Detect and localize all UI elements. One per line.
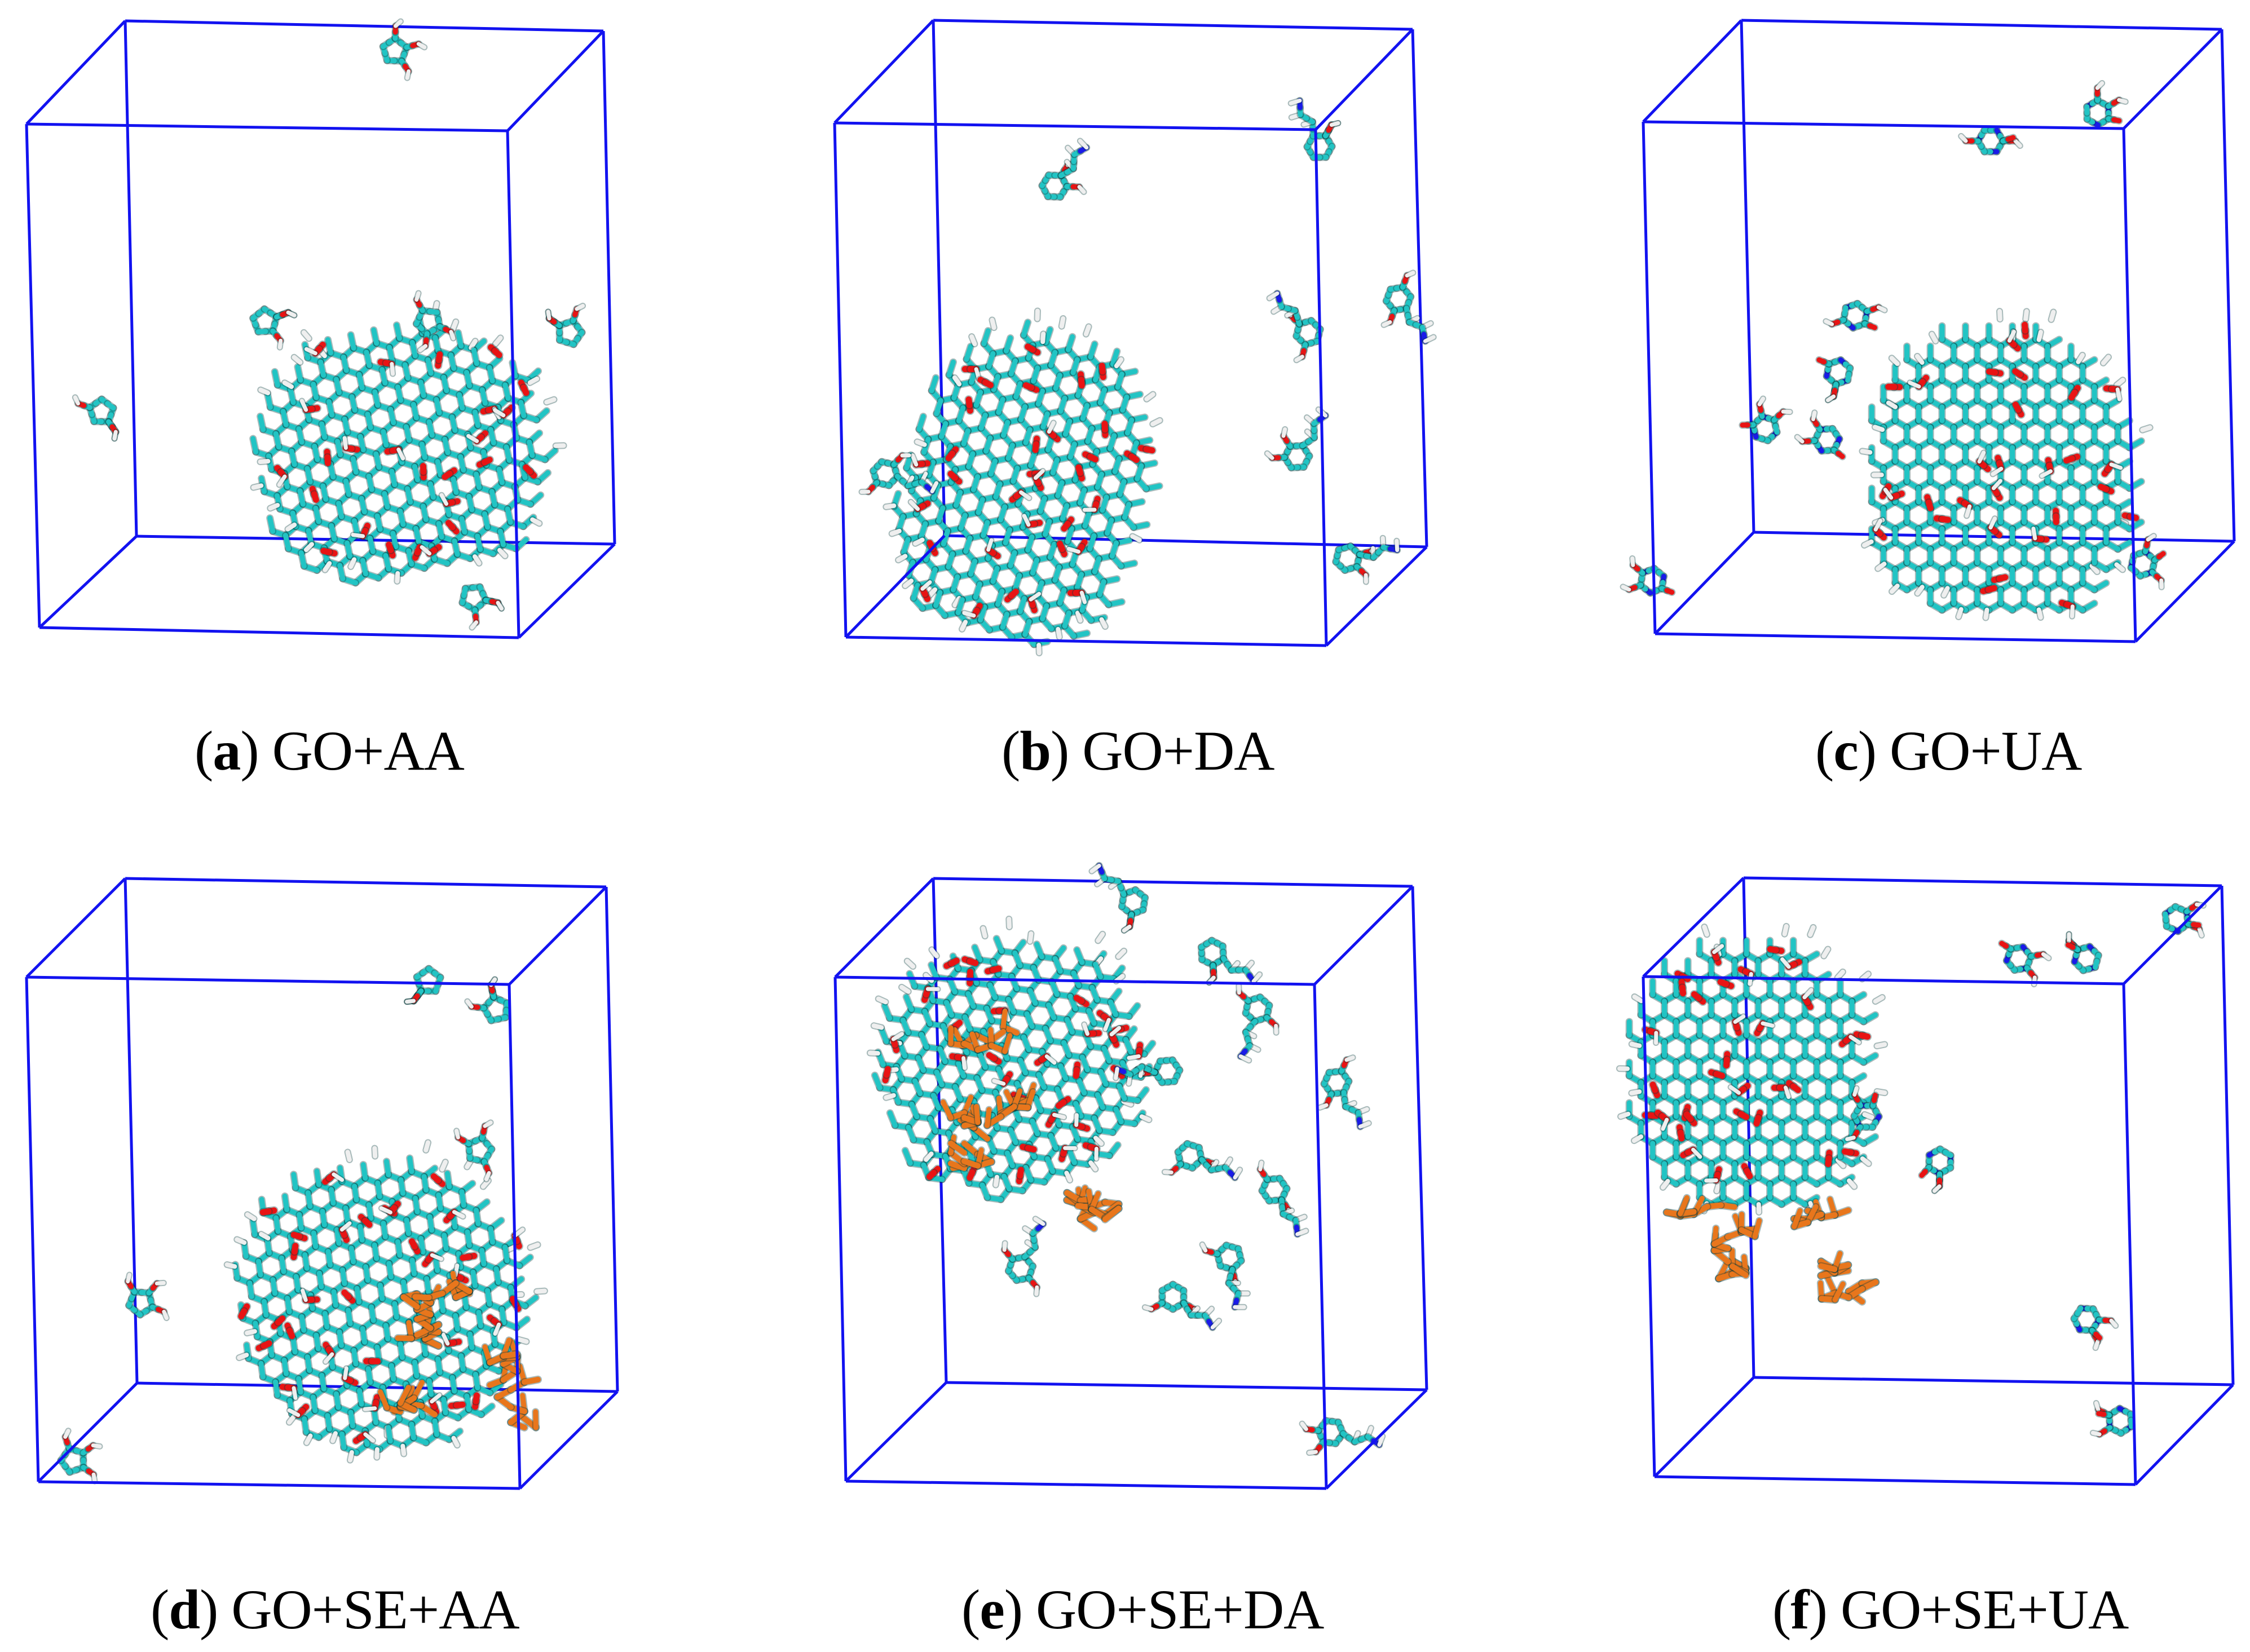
panel-d <box>25 877 619 1490</box>
caption-b: (b) GO+DA <box>1002 719 1275 782</box>
molecule-da <box>1332 535 1401 585</box>
molecule-da <box>1380 270 1437 345</box>
molecule-ua <box>1918 1145 1955 1194</box>
box-front-face <box>25 20 616 639</box>
caption-label-e: e <box>980 1578 1004 1641</box>
molecule-da <box>1038 138 1091 201</box>
molecule-ua <box>1844 1085 1883 1142</box>
caption-label-c: c <box>1833 719 1858 782</box>
molecule-da <box>1141 1280 1223 1331</box>
caption-title-e: GO+SE+DA <box>1036 1578 1324 1641</box>
caption-f: (f) GO+SE+UA <box>1772 1578 2129 1641</box>
graphene-oxide-sheet <box>1859 308 2154 621</box>
molecule-da <box>1000 1216 1047 1297</box>
caption-label-f: f <box>1790 1578 1809 1641</box>
box-front-face <box>833 19 1428 647</box>
molecule-da <box>1113 1056 1184 1087</box>
caption-title-c: GO+UA <box>1890 719 2082 782</box>
molecule-da <box>1256 1159 1309 1238</box>
molecule-da <box>1266 289 1324 364</box>
box-back-face <box>932 19 1428 549</box>
caption-title-d: GO+SE+AA <box>231 1578 519 1641</box>
molecule-aa <box>453 1119 496 1183</box>
molecule-aa <box>545 302 586 348</box>
molecule-aa <box>249 305 298 351</box>
molecule-aa <box>72 394 120 442</box>
molecule-ua <box>1794 409 1846 461</box>
panel-f <box>1616 876 2235 1486</box>
caption-a: (a) GO+AA <box>195 719 465 782</box>
molecule-da <box>1197 937 1263 986</box>
molecule-da <box>1299 1417 1386 1456</box>
box-front-face <box>1642 877 2234 1486</box>
caption-title-f: GO+SE+UA <box>1840 1578 2129 1641</box>
molecule-aa <box>458 583 505 631</box>
box-front-face <box>1642 19 2235 643</box>
panel-a <box>25 18 616 639</box>
molecule-ua <box>1823 299 1888 332</box>
molecule-ua <box>2161 900 2207 939</box>
molecule-aa <box>464 976 511 1024</box>
molecule-da <box>1161 1139 1243 1182</box>
graphene-oxide-sheet <box>1616 922 1889 1216</box>
box-back-face <box>1742 876 2235 1386</box>
caption-label-d: d <box>169 1578 200 1641</box>
molecule-ua <box>1998 939 2052 988</box>
molecule-ua <box>2070 1304 2119 1351</box>
molecule-aa <box>124 1271 170 1322</box>
box-front-face <box>25 877 619 1490</box>
molecule-da <box>1088 862 1149 934</box>
molecule-da <box>1287 96 1342 161</box>
graphene-oxide-sheet <box>223 1139 548 1464</box>
surfactant-chains <box>1662 1194 1880 1306</box>
molecule-aa <box>57 1428 103 1485</box>
molecule-aa <box>379 18 428 81</box>
molecule-ua <box>2083 79 2129 129</box>
panel-c <box>1620 19 2236 643</box>
molecule-aa <box>404 965 444 1005</box>
box-back-face <box>1740 19 2236 543</box>
molecule-da <box>1199 1241 1251 1311</box>
surfactant-chains <box>939 1008 1123 1233</box>
molecule-da <box>1317 1054 1372 1130</box>
graphene-oxide-sheet <box>866 916 1157 1203</box>
caption-title-b: GO+DA <box>1082 719 1274 782</box>
molecule-ua <box>1620 555 1676 597</box>
caption-d: (d) GO+SE+AA <box>151 1578 520 1641</box>
panel-e <box>833 862 1428 1490</box>
molecule-ua <box>2089 1400 2136 1438</box>
caption-c: (c) GO+UA <box>1815 719 2082 782</box>
molecule-aa <box>412 290 457 354</box>
caption-e: (e) GO+SE+DA <box>961 1578 1324 1641</box>
molecule-ua <box>2064 931 2102 974</box>
molecule-da <box>858 452 940 496</box>
molecule-ua <box>1958 126 2023 156</box>
graphene-oxide-sheet <box>883 307 1163 657</box>
caption-label-b: b <box>1020 719 1051 782</box>
molecule-ua <box>1739 395 1793 444</box>
molecule-da <box>1235 983 1280 1064</box>
molecule-ua <box>1815 356 1854 404</box>
panel-b <box>833 19 1437 657</box>
caption-title-a: GO+AA <box>272 719 465 782</box>
box-front-face <box>833 877 1428 1490</box>
box-back-face <box>123 19 616 546</box>
caption-label-a: a <box>213 719 241 782</box>
surfactant-chains <box>376 1270 542 1432</box>
molecule-da <box>1264 406 1330 472</box>
